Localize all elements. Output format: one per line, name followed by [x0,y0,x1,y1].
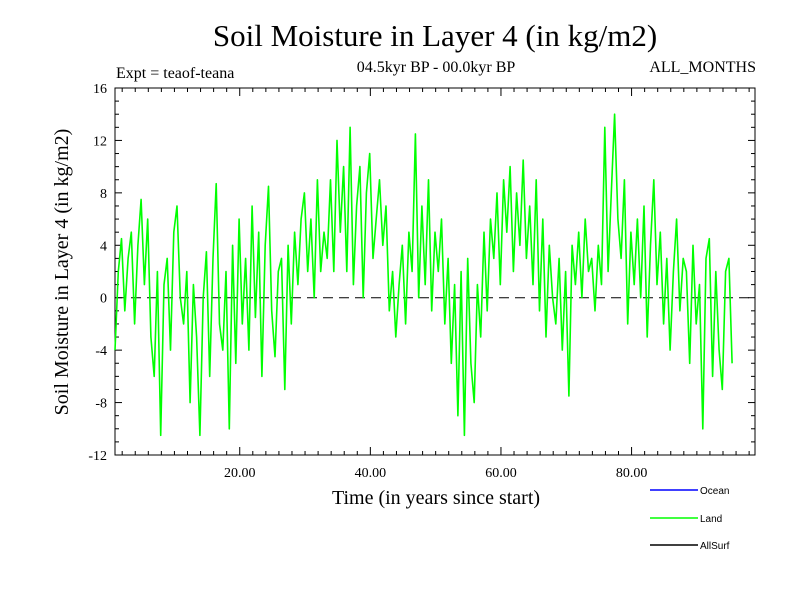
x-tick-label: 20.00 [224,466,256,481]
x-tick-label: 40.00 [355,466,387,481]
y-tick-label: 12 [93,134,107,149]
axis-tick-labels: -12 -8 -4 0 4 8 12 16 20.00 40.00 60.00 80.00 [88,82,647,481]
y-tick-label: 0 [100,292,107,307]
expt-label: Expt = teaof-teana [116,65,234,82]
legend-land-label: Land [700,514,722,525]
y-tick-label: 16 [93,82,107,97]
y-tick-label: 4 [100,239,107,254]
land-series-line [114,113,733,437]
y-tick-label: -12 [88,449,107,464]
legend-allsurf-label: AllSurf [700,541,730,552]
y-axis-label: Soil Moisture in Layer 4 (in kg/m2) [51,129,73,416]
x-tick-label: 60.00 [485,466,517,481]
y-tick-label: -8 [95,397,107,412]
x-axis-label: Time (in years since start) [332,487,540,509]
legend: Ocean Land AllSurf [650,486,730,552]
chart-title: Soil Moisture in Layer 4 (in kg/m2) [213,18,657,53]
legend-ocean-label: Ocean [700,486,729,497]
period-label: 04.5kyr BP - 00.0kyr BP [357,59,516,76]
y-tick-label: -4 [95,344,107,359]
y-tick-label: 8 [100,187,107,202]
months-label: ALL_MONTHS [649,59,756,76]
x-tick-label: 80.00 [616,466,648,481]
